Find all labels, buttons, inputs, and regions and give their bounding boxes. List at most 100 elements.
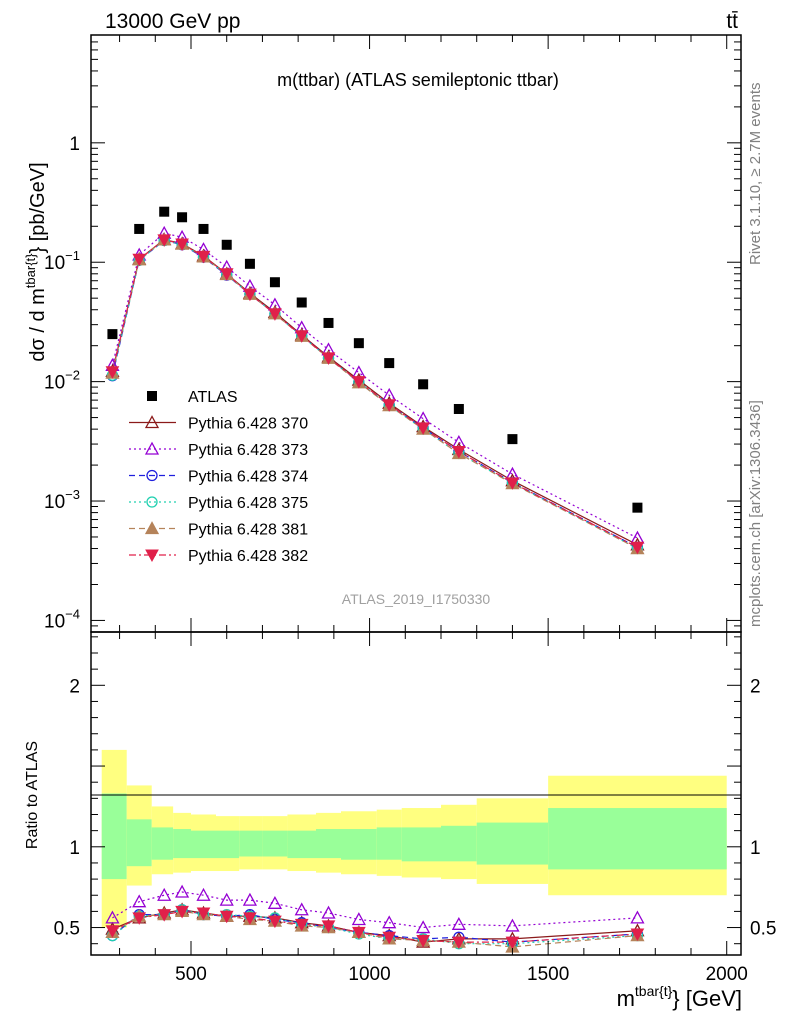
y-tick-label-exp: −1 <box>65 248 80 263</box>
ratio-y-tick-label: 0.5 <box>54 919 80 940</box>
ratio-panel: 0.5 0.5 1 1 2 2 500 1000 1500 2000 Ratio to ATLAS… <box>24 631 776 1011</box>
ratio-data-point <box>352 926 366 940</box>
series-line <box>111 239 638 550</box>
data-point <box>416 422 430 435</box>
svg-text:dσ / d mtbar{t}} [pb/GeV]: dσ / d mtbar{t}} [pb/GeV] <box>23 162 49 361</box>
data-point <box>196 250 211 264</box>
main-plot-title: m(ttbar) (ATLAS semileptonic ttbar) <box>277 70 559 90</box>
ratio-data-point <box>243 912 257 925</box>
ratio-data-point <box>382 915 397 929</box>
inner-band <box>173 829 191 859</box>
main-panel: 110−110−210−310−4 m(ttbar) (ATLAS semile… <box>23 34 742 633</box>
watermark-label: ATLAS_2019_I1750330 <box>342 591 491 607</box>
inner-band <box>101 793 127 880</box>
ratio-data-point <box>630 928 645 942</box>
ratio-data-point <box>175 905 189 919</box>
inner-band <box>441 825 477 862</box>
ratio-data-point <box>174 884 190 898</box>
x-tick-label: 1500 <box>527 964 569 985</box>
y-tick-label-base: 10 <box>44 611 65 632</box>
data-point <box>382 399 397 412</box>
x-tick-label: 1000 <box>348 964 390 985</box>
header-process-label: tt̄ <box>726 10 738 33</box>
y-tick-label: 1 <box>69 134 80 155</box>
ratio-data-point <box>105 925 120 938</box>
ratio-series-line <box>112 891 638 929</box>
data-point <box>105 366 120 379</box>
y-tick-label: 10−4 <box>44 606 80 632</box>
ratio-data-point <box>132 912 147 925</box>
data-point <box>177 212 188 223</box>
legend-marker <box>146 469 158 482</box>
ratio-data-point <box>242 892 258 906</box>
ratio-data-point <box>294 902 309 916</box>
legend-label: Pythia 6.428 370 <box>188 416 308 433</box>
data-point <box>107 329 118 340</box>
x-tick-label: 2000 <box>706 964 748 985</box>
ratio-data-point <box>505 936 520 950</box>
ratio-y-tick-label: 2 <box>69 676 80 697</box>
legend-marker <box>145 549 159 563</box>
ratio-y-tick-label-right: 1 <box>750 838 761 859</box>
data-point <box>159 206 170 217</box>
legend-label: Pythia 6.428 375 <box>188 495 308 512</box>
data-point <box>244 258 255 269</box>
ratio-data-point <box>321 920 336 933</box>
ratio-y-tick-label: 1 <box>69 838 80 859</box>
data-point <box>219 268 234 281</box>
data-point <box>632 502 643 513</box>
ratio-data-point <box>416 934 430 948</box>
y-tick-label: 10−3 <box>44 487 80 513</box>
ratio-y-tick-label-right: 2 <box>750 676 761 697</box>
data-point <box>630 541 645 555</box>
ratio-data-point <box>630 910 645 924</box>
data-point <box>384 358 395 369</box>
data-point <box>198 223 209 234</box>
ratio-data-point <box>382 931 397 945</box>
inner-band <box>191 830 216 859</box>
y-axis-title-unit: } [pb/GeV] <box>27 162 49 253</box>
ratio-data-point <box>452 936 466 950</box>
ratio-data-point <box>219 892 234 906</box>
ratio-y-axis-title: Ratio to ATLAS <box>24 741 41 849</box>
data-point <box>294 330 309 343</box>
inner-band <box>126 819 152 867</box>
x-axis-title-unit: } [GeV] <box>672 986 742 1011</box>
ratio-data-point <box>196 907 211 921</box>
ratio-data-point <box>505 918 520 932</box>
data-point <box>505 477 520 490</box>
legend-label: Pythia 6.428 382 <box>188 548 308 565</box>
data-point <box>296 297 307 308</box>
ratio-data-point <box>196 887 211 901</box>
legend: ATLAS Pythia 6.428 370 Pythia 6.428 373 Pyt… <box>129 389 308 565</box>
ratio-data-point <box>416 920 431 934</box>
main-y-axis-title: dσ / d mtbar{t}} [pb/GeV] <box>23 162 49 361</box>
data-point <box>352 376 366 389</box>
ratio-plot-frame <box>90 631 742 956</box>
y-tick-label-base: 10 <box>44 373 65 394</box>
ratio-uncertainty-bands <box>101 749 727 928</box>
inner-band <box>316 829 341 859</box>
ratio-data-point <box>157 887 172 901</box>
ratio-axes: 0.5 0.5 1 1 2 2 500 1000 1500 2000 <box>54 632 776 985</box>
legend-label: Pythia 6.428 381 <box>188 522 308 539</box>
ratio-markers <box>105 884 645 953</box>
x-axis-title-main: m <box>617 986 635 1011</box>
data-point <box>132 253 147 267</box>
data-point <box>452 445 466 459</box>
data-point <box>175 238 189 252</box>
ratio-series-line <box>112 909 638 943</box>
data-point <box>323 317 334 328</box>
inner-band <box>476 822 549 865</box>
inner-band <box>548 808 727 870</box>
inner-band <box>216 830 240 859</box>
legend-marker <box>144 415 160 429</box>
ratio-data-point <box>157 909 172 922</box>
ratio-y-tick-label-right: 0.5 <box>750 919 776 940</box>
x-axis-title: mtbar{t}} [GeV] <box>617 983 742 1011</box>
y-tick-label-base: 10 <box>44 492 65 513</box>
inner-band <box>287 830 316 859</box>
ratio-data-point <box>321 905 336 919</box>
data-point <box>269 277 280 288</box>
y-tick-label-exp: −4 <box>65 606 80 621</box>
